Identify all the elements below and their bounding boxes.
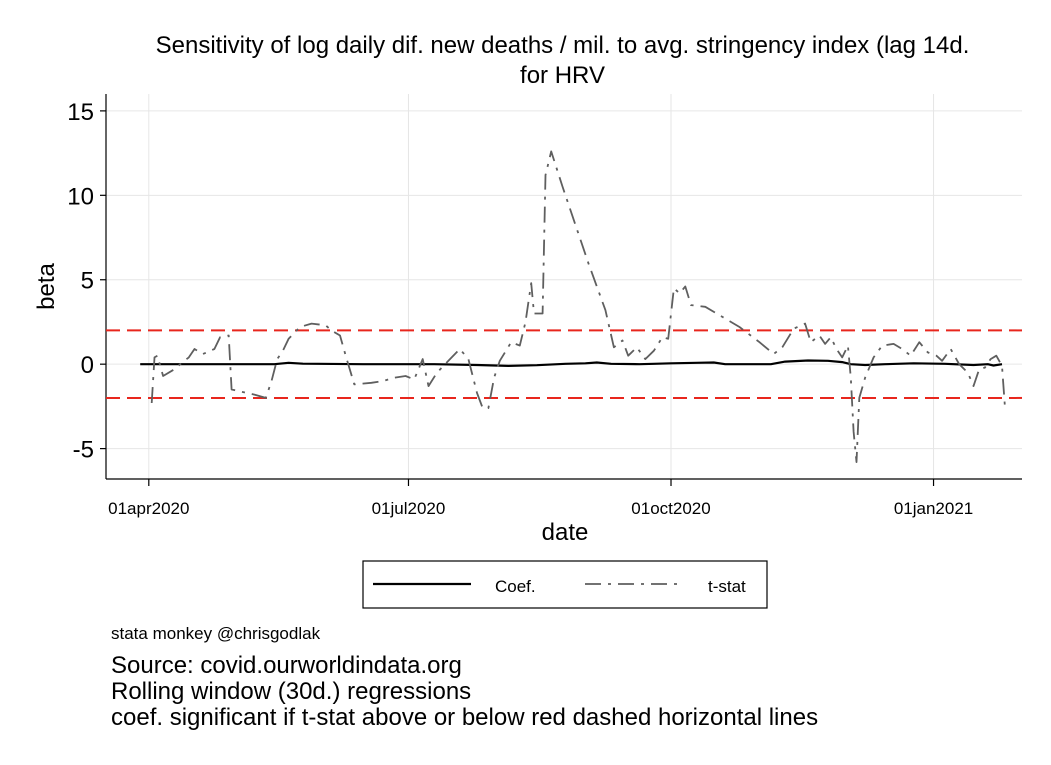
y-axis-title: beta <box>33 262 60 309</box>
x-tick-label: 01apr2020 <box>108 499 189 518</box>
y-tick-label: 10 <box>67 183 94 210</box>
x-tick-label: 01jan2021 <box>894 499 973 518</box>
x-tick-label: 01oct2020 <box>631 499 710 518</box>
method-note: Rolling window (30d.) regressions <box>111 678 472 705</box>
y-tick-label: 5 <box>81 268 94 295</box>
source-note: Source: covid.ourworldindata.org <box>111 652 462 679</box>
y-tick-label: 0 <box>81 352 94 379</box>
legend-label: Coef. <box>495 577 536 596</box>
x-axis-title: date <box>542 519 589 546</box>
significance-note: coef. significant if t-stat above or bel… <box>111 704 819 731</box>
y-tick-label: -5 <box>73 437 94 464</box>
series-line-t-stat <box>150 150 1006 464</box>
series-line-coef <box>140 359 1003 367</box>
legend-label: t-stat <box>708 577 746 596</box>
y-tick-label: 15 <box>67 99 94 126</box>
chart-subtitle: for HRV <box>520 62 605 89</box>
credit-note: stata monkey @chrisgodlak <box>111 624 321 643</box>
chart-title: Sensitivity of log daily dif. new deaths… <box>155 32 970 59</box>
x-tick-label: 01jul2020 <box>372 499 446 518</box>
